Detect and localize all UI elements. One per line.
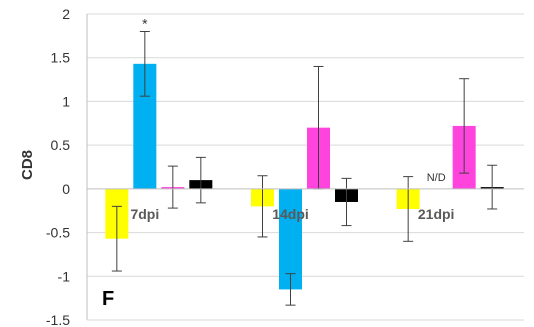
- category-label: 7dpi: [130, 206, 159, 222]
- y-tick-label: 1.5: [51, 50, 71, 66]
- axes: [86, 14, 524, 321]
- annotation: N/D: [427, 172, 446, 184]
- y-axis-label: CD8: [19, 150, 36, 180]
- y-tick-label: 1: [62, 93, 70, 109]
- y-tick-label: 0.5: [51, 137, 71, 153]
- y-tick-label: -1: [58, 268, 71, 284]
- y-tick-label: 0: [62, 181, 70, 197]
- y-tick-labels: 2 1.5 1 0.5 0 -0.5 -1 -1.5: [46, 6, 70, 327]
- category-label: 21dpi: [418, 206, 455, 222]
- annotation: *: [142, 15, 148, 31]
- y-tick-label: 2: [62, 6, 70, 22]
- error-bars: [111, 30, 498, 306]
- y-tick-label: -0.5: [46, 225, 70, 241]
- category-labels: 7dpi 14dpi 21dpi: [130, 206, 454, 222]
- bar: [279, 188, 302, 290]
- category-label: 14dpi: [272, 206, 309, 222]
- panel-label: F: [102, 288, 114, 310]
- annotations: * N/D: [142, 15, 446, 183]
- y-tick-label: -1.5: [46, 312, 70, 327]
- bar: [133, 63, 157, 189]
